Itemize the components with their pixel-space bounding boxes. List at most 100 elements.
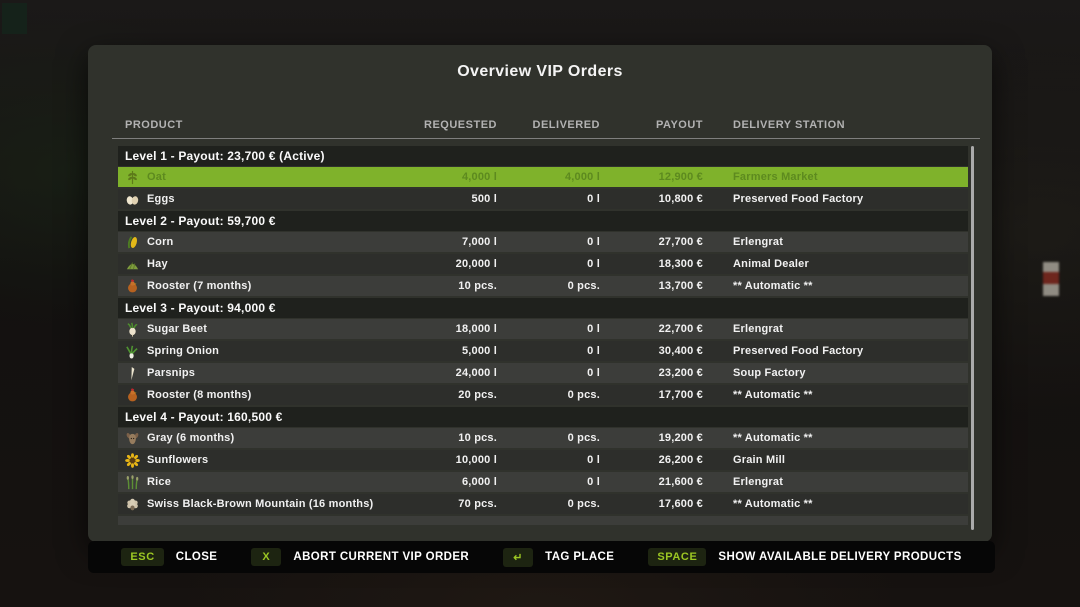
delivered-value: 0 pcs.	[567, 432, 600, 444]
product-cell: Parsnips	[123, 366, 377, 381]
delivery-station: Preserved Food Factory	[733, 345, 864, 357]
payout-value: 10,800 €	[658, 193, 703, 205]
page-title: Overview VIP Orders	[457, 63, 623, 80]
requested-value: 20,000 l	[455, 258, 497, 270]
requested-value: 20 pcs.	[458, 389, 497, 401]
product-name: Corn	[147, 236, 174, 248]
header-divider	[112, 138, 980, 139]
product-name: Gray (6 months)	[147, 432, 235, 444]
table-row[interactable]: Oat 4,000 l 4,000 l 12,900 € Farmers Market	[118, 167, 968, 187]
section-header: Level 2 - Payout: 59,700 €	[118, 211, 968, 231]
product-name: Hay	[147, 258, 168, 270]
section-header: Level 4 - Payout: 160,500 €	[118, 407, 968, 427]
table-row[interactable]: Hay 20,000 l 0 l 18,300 € Animal Dealer	[118, 254, 968, 274]
delivered-value: 0 pcs.	[567, 389, 600, 401]
rice-icon	[125, 474, 140, 490]
product-cell: Hay	[123, 257, 377, 272]
section-header: Level 1 - Payout: 23,700 € (Active)	[118, 146, 968, 166]
product-cell: Eggs	[123, 192, 377, 207]
delivered-value: 0 l	[587, 236, 600, 248]
payout-value: 12,900 €	[658, 171, 703, 183]
spring-onion-icon	[125, 344, 140, 359]
table-row[interactable]: Swiss Black-Brown Mountain (16 months) 70…	[118, 494, 968, 514]
table-row[interactable]: Eggs 500 l 0 l 10,800 € Preserved Food Facto…	[118, 189, 968, 209]
background-scene-object	[1043, 262, 1059, 296]
key-badge: SPACE	[648, 548, 707, 566]
section-header: Level 3 - Payout: 94,000 €	[118, 298, 968, 318]
payout-value: 22,700 €	[658, 323, 703, 335]
delivery-station: ** Automatic **	[733, 498, 813, 510]
product-cell: Spring Onion	[123, 344, 377, 359]
table-row[interactable]: Sunflowers 10,000 l 0 l 26,200 € Grain Mill	[118, 450, 968, 470]
keybind-hint[interactable]: ↵ TAG PLACE	[503, 547, 615, 567]
delivery-station: Erlengrat	[733, 323, 784, 335]
delivered-value: 0 l	[587, 454, 600, 466]
payout-value: 21,600 €	[658, 476, 703, 488]
requested-value: 4,000 l	[461, 171, 497, 183]
delivery-station: Farmers Market	[733, 171, 818, 183]
table-row[interactable]: Spring Onion 5,000 l 0 l 30,400 € Preserved …	[118, 341, 968, 361]
requested-value: 10,000 l	[455, 454, 497, 466]
requested-value: 5,000 l	[461, 345, 497, 357]
corn-icon	[125, 235, 140, 250]
rooster-icon	[125, 387, 140, 403]
delivered-value: 0 l	[587, 476, 600, 488]
product-cell: Gray (6 months)	[123, 431, 377, 446]
table-row[interactable]: Rooster (7 months) 10 pcs. 0 pcs. 13,700 € *…	[118, 276, 968, 296]
hay-icon	[125, 257, 140, 272]
payout-value: 23,200 €	[658, 367, 703, 379]
table-row[interactable]: Sugar Beet 18,000 l 0 l 22,700 € Erlengrat	[118, 319, 968, 339]
vertical-scrollbar[interactable]	[971, 146, 974, 530]
column-header-product: PRODUCT	[125, 119, 183, 131]
table-row[interactable]: Gray (6 months) 10 pcs. 0 pcs. 19,200 € ** A…	[118, 428, 968, 448]
table-row[interactable]: Rooster (8 months) 20 pcs. 0 pcs. 17,700 € *…	[118, 385, 968, 405]
requested-value: 500 l	[471, 193, 497, 205]
product-cell: Rooster (7 months)	[123, 278, 377, 294]
payout-value: 27,700 €	[658, 236, 703, 248]
product-cell: Sunflowers	[123, 452, 377, 468]
keybind-hint[interactable]: ESC CLOSE	[121, 548, 217, 566]
delivered-value: 0 l	[587, 367, 600, 379]
table-row[interactable]: Corn 7,000 l 0 l 27,700 € Erlengrat	[118, 232, 968, 252]
product-name: Swiss Black-Brown Mountain (16 months)	[147, 498, 374, 510]
product-cell: Corn	[123, 235, 377, 250]
column-header-payout: PAYOUT	[655, 119, 703, 131]
product-cell: Swiss Black-Brown Mountain (16 months)	[123, 497, 377, 512]
table-column-headers: PRODUCT REQUESTED DELIVERED PAYOUT DELIV…	[118, 119, 968, 131]
oat-icon	[125, 170, 140, 185]
payout-value: 30,400 €	[658, 345, 703, 357]
column-header-requested: REQUESTED	[424, 119, 497, 131]
column-header-delivered: DELIVERED	[532, 119, 600, 131]
keybind-action-label: TAG PLACE	[545, 551, 615, 563]
delivered-value: 4,000 l	[564, 171, 600, 183]
payout-value: 17,600 €	[658, 498, 703, 510]
keybind-hint[interactable]: SPACE SHOW AVAILABLE DELIVERY PRODUCTS	[648, 548, 961, 566]
table-row[interactable]: Parsnips 24,000 l 0 l 23,200 € Soup Factory	[118, 363, 968, 383]
key-badge: ESC	[121, 548, 164, 566]
product-name: Spring Onion	[147, 345, 220, 357]
delivered-value: 0 l	[587, 193, 600, 205]
keybind-hint[interactable]: X ABORT CURRENT VIP ORDER	[251, 548, 469, 566]
requested-value: 70 pcs.	[458, 498, 497, 510]
rooster-icon	[125, 278, 140, 294]
delivery-station: Erlengrat	[733, 236, 784, 248]
column-header-delivery-station: DELIVERY STATION	[733, 119, 846, 131]
product-name: Rooster (7 months)	[147, 280, 252, 292]
requested-value: 6,000 l	[461, 476, 497, 488]
delivered-value: 0 l	[587, 345, 600, 357]
enter-key-icon: ↵	[503, 547, 534, 567]
product-name: Eggs	[147, 193, 175, 205]
sunflower-icon	[125, 452, 140, 468]
requested-value: 10 pcs.	[458, 432, 497, 444]
delivered-value: 0 pcs.	[567, 280, 600, 292]
delivered-value: 0 l	[587, 323, 600, 335]
table-row-partial[interactable]	[118, 516, 968, 525]
requested-value: 18,000 l	[455, 323, 497, 335]
keybind-action-label: SHOW AVAILABLE DELIVERY PRODUCTS	[718, 551, 962, 563]
payout-value: 26,200 €	[658, 454, 703, 466]
payout-value: 18,300 €	[658, 258, 703, 270]
product-cell: Sugar Beet	[123, 322, 377, 337]
requested-value: 24,000 l	[455, 367, 497, 379]
delivery-station: Grain Mill	[733, 454, 786, 466]
table-row[interactable]: Rice 6,000 l 0 l 21,600 € Erlengrat	[118, 472, 968, 492]
